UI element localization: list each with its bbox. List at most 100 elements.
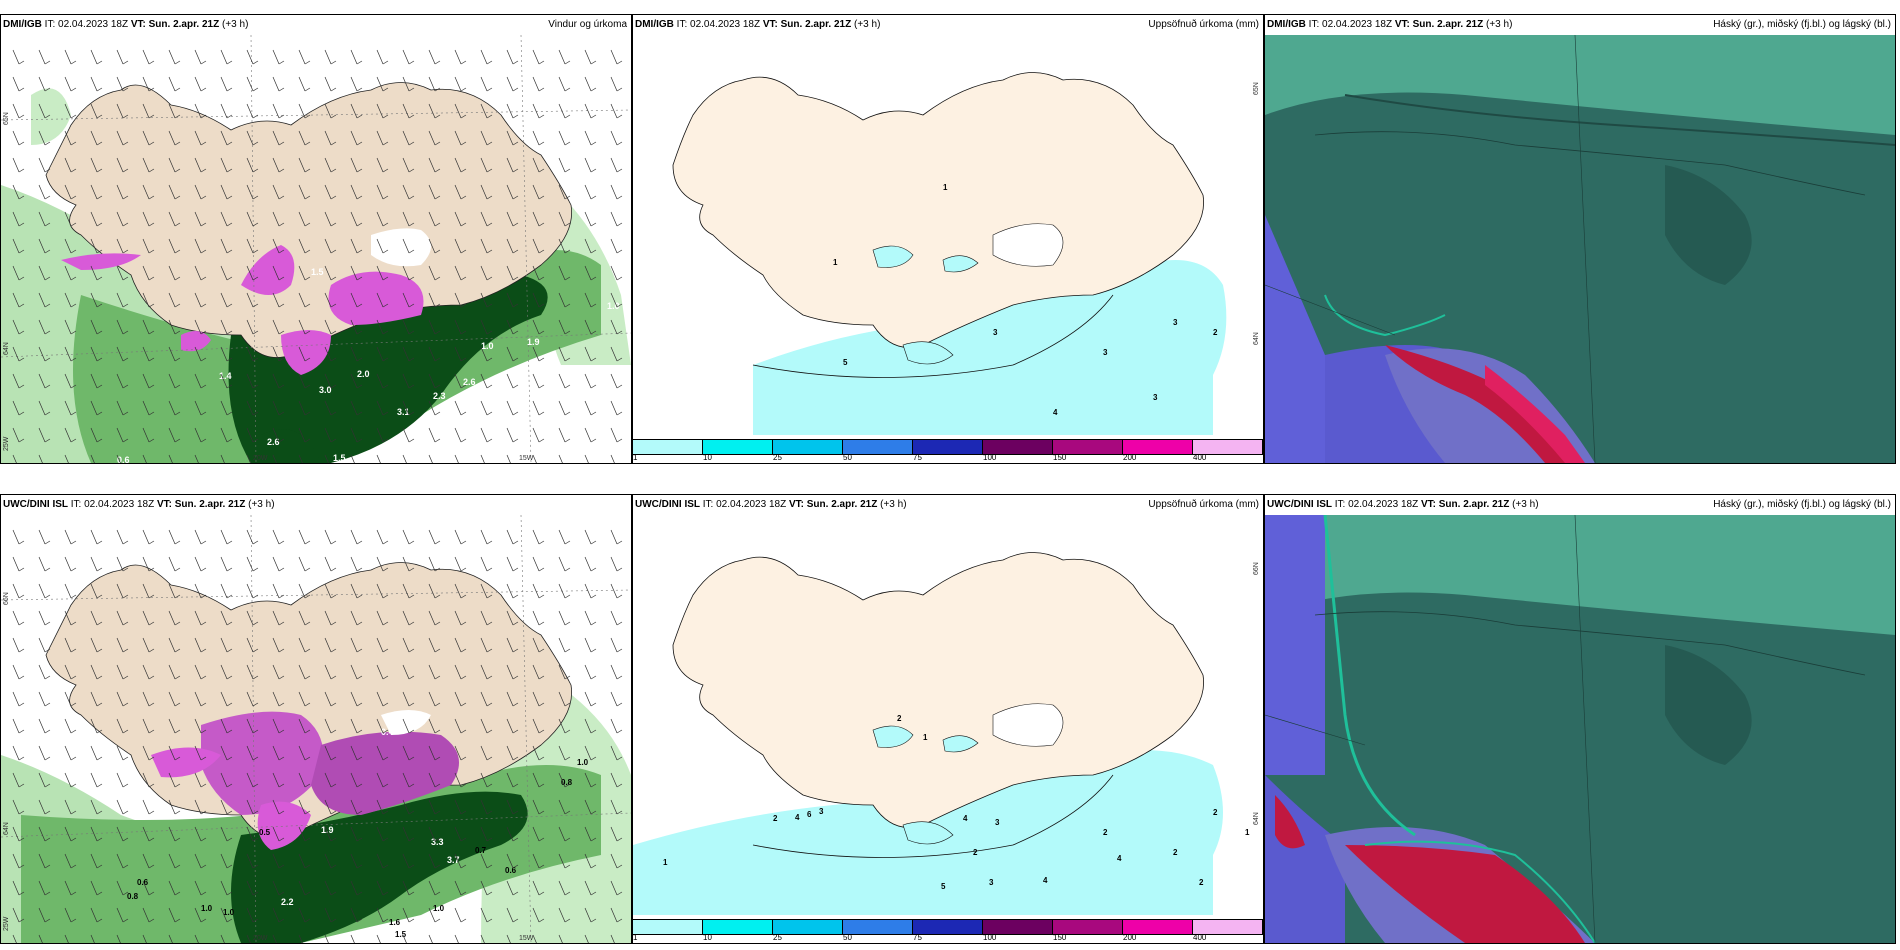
colorbar-tick-label: 100 — [983, 933, 997, 942]
value-label: 1.0 — [433, 904, 445, 913]
cloud-map — [1265, 35, 1895, 463]
colorbar-tick-label: 25 — [773, 453, 782, 462]
wind-map: 1.0 1.5 2.0 3.0 3.1 2.6 1.4 2.6 2.3 1.0 … — [1, 35, 631, 463]
panel-header: DMI/IGB IT: 02.04.2023 18Z VT: Sun. 2.ap… — [633, 15, 1263, 35]
value-label: 0.4 — [381, 727, 394, 737]
vt-prefix: VT: — [788, 499, 804, 510]
value-label: 2 — [1199, 878, 1204, 887]
value-label: 4 — [1053, 408, 1058, 417]
it-prefix: IT: — [702, 499, 714, 510]
map-area — [1265, 35, 1895, 463]
value-label: 1 — [663, 858, 668, 867]
colorbar-tick-label: 75 — [913, 933, 922, 942]
panel-header: UWC/DINI ISL IT: 02.04.2023 18Z VT: Sun.… — [1265, 495, 1895, 515]
map-area — [1265, 515, 1895, 943]
value-label: 4 — [1043, 876, 1048, 885]
value-label: 0.8 — [127, 892, 139, 901]
value-label: 0.6 — [505, 866, 517, 875]
value-label: 3 — [993, 328, 998, 337]
value-label: 1.0 — [481, 341, 494, 351]
cloud-map — [1265, 515, 1895, 943]
colorbar-tick-label: 1 — [633, 453, 638, 462]
value-label: 0.5 — [259, 828, 271, 837]
colorbar-tick-label: 400 — [1193, 933, 1207, 942]
it-prefix: IT: — [1334, 499, 1346, 510]
map-area: 1.0 1.5 2.0 3.0 3.1 2.6 1.4 2.6 2.3 1.0 … — [1, 35, 631, 463]
it-value: 02.04.2023 18Z — [1348, 499, 1419, 510]
value-label: 3 — [995, 818, 1000, 827]
colorbar-cell — [913, 920, 983, 934]
model-name: DMI/IGB — [635, 19, 674, 30]
colorbar: 1 10 25 50 75 100 150 200 400 — [633, 915, 1263, 943]
colorbar-tick-label: 150 — [1053, 933, 1067, 942]
vt-prefix: VT: — [130, 19, 146, 30]
panel-dmi-accum: DMI/IGB IT: 02.04.2023 18Z VT: Sun. 2.ap… — [632, 14, 1264, 464]
value-label: 1.4 — [219, 371, 232, 381]
panel-header: DMI/IGB IT: 02.04.2023 18Z VT: Sun. 2.ap… — [1265, 15, 1895, 35]
it-value: 02.04.2023 18Z — [690, 19, 761, 30]
value-label: 5 — [843, 358, 848, 367]
value-label: 3 — [1173, 318, 1178, 327]
colorbar-cell — [1193, 440, 1263, 454]
model-name: DMI/IGB — [1267, 19, 1306, 30]
value-labels: 2 1 1 2 4 6 3 4 3 2 2 4 2 5 3 4 2 1 2 — [663, 714, 1250, 891]
colorbar-cell — [843, 440, 913, 454]
lat-label: 64N — [1253, 332, 1260, 345]
value-label: 4 — [963, 814, 968, 823]
value-label: 6 — [807, 810, 812, 819]
colorbar-tick-label: 1 — [633, 933, 638, 942]
lat-label: 65N — [3, 112, 10, 125]
accum-map: 1 1 5 3 3 3 4 2 3 — [633, 35, 1263, 435]
vt-prefix: VT: — [1420, 499, 1436, 510]
panel-title: Uppsöfnuð úrkoma (mm) — [1148, 499, 1259, 510]
value-label: 2.6 — [463, 377, 476, 387]
value-label: 2 — [973, 848, 978, 857]
value-label: 2.7 — [457, 435, 470, 445]
panel-uwc-wind: UWC/DINI ISL IT: 02.04.2023 18Z VT: Sun.… — [0, 494, 632, 944]
colorbar-cell — [703, 920, 773, 934]
panel-title: Háský (gr.), miðský (fj.bl.) og lágský (… — [1713, 19, 1891, 30]
wind-barbs — [12, 529, 623, 943]
lat-label: 64N — [1253, 812, 1260, 825]
lon-label: 20W — [253, 935, 268, 942]
value-label: 4 — [1117, 854, 1122, 863]
lead-time: (+3 h) — [880, 499, 907, 510]
colorbar-cell — [843, 920, 913, 934]
colorbar-tick-label: 400 — [1193, 453, 1207, 462]
colorbar-tick-label: 25 — [773, 933, 782, 942]
model-name: UWC/DINI ISL — [635, 499, 700, 510]
vt-value: Sun. 2.apr. 21Z — [780, 19, 852, 30]
vt-value: Sun. 2.apr. 21Z — [174, 499, 246, 510]
colorbar-cell — [1123, 440, 1193, 454]
map-area: 0.4 1.9 2.2 3.3 3.7 1.0 0.8 0.6 0.8 1.0 … — [1, 515, 631, 943]
colorbar-cell — [633, 440, 703, 454]
value-label: 1.5 — [311, 267, 324, 277]
colorbar: 1 10 25 50 75 100 150 200 400 — [633, 435, 1263, 463]
colorbar-cell — [1053, 920, 1123, 934]
colorbar-cell — [983, 920, 1053, 934]
lead-time: (+3 h) — [1486, 19, 1513, 30]
value-label: 0.6 — [137, 878, 149, 887]
colorbar-cell — [703, 440, 773, 454]
colorbar-cell — [633, 920, 703, 934]
panel-title: Háský (gr.), miðský (fj.bl.) og lágský (… — [1713, 499, 1891, 510]
vt-value: Sun. 2.apr. 21Z — [1438, 499, 1510, 510]
value-label: 1.0 — [577, 758, 589, 767]
value-label: 1.0 — [607, 301, 620, 311]
lead-time: (+3 h) — [248, 499, 275, 510]
lead-time: (+3 h) — [854, 19, 881, 30]
value-label: 2.6 — [267, 437, 280, 447]
value-label: 1.5 — [333, 453, 346, 463]
colorbar-cell — [1123, 920, 1193, 934]
map-area: 2 1 1 2 4 6 3 4 3 2 2 4 2 5 3 4 2 1 2 — [633, 515, 1263, 915]
colorbar-cells — [633, 919, 1263, 935]
value-label: 0.9 — [525, 401, 538, 411]
value-label: 3 — [819, 807, 824, 816]
value-label: 2.2 — [281, 897, 294, 907]
value-label: 3.7 — [447, 855, 460, 865]
lat-label: 64N — [3, 342, 10, 355]
vt-value: Sun. 2.apr. 21Z — [1412, 19, 1484, 30]
panel-header: UWC/DINI ISL IT: 02.04.2023 18Z VT: Sun.… — [1, 495, 631, 515]
colorbar-tick-label: 75 — [913, 453, 922, 462]
model-name: UWC/DINI ISL — [1267, 499, 1332, 510]
